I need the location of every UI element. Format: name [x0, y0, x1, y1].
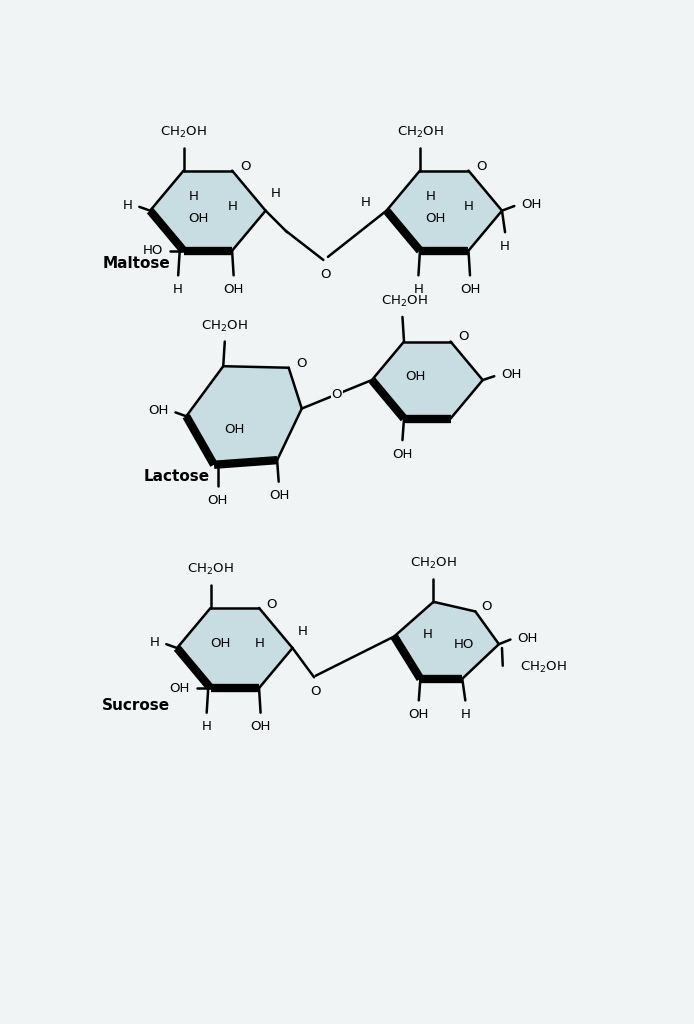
- Text: O: O: [240, 161, 251, 173]
- Text: O: O: [266, 598, 277, 610]
- Text: H: H: [202, 721, 212, 733]
- Text: OH: OH: [169, 682, 189, 694]
- Text: O: O: [332, 388, 342, 400]
- Text: CH$_2$OH: CH$_2$OH: [201, 318, 248, 334]
- Text: O: O: [310, 685, 321, 698]
- Text: Maltose: Maltose: [102, 256, 170, 270]
- Text: H: H: [173, 283, 183, 296]
- Text: H: H: [361, 197, 371, 210]
- Text: OH: OH: [521, 198, 541, 211]
- Text: HO: HO: [142, 244, 163, 257]
- Polygon shape: [177, 608, 293, 688]
- Text: Sucrose: Sucrose: [102, 697, 171, 713]
- Text: OH: OH: [208, 494, 228, 507]
- Text: OH: OH: [269, 489, 289, 503]
- Text: OH: OH: [460, 283, 480, 296]
- Text: O: O: [476, 161, 486, 173]
- Text: H: H: [228, 200, 237, 213]
- Text: H: H: [189, 190, 199, 204]
- Text: H: H: [123, 199, 133, 212]
- Text: O: O: [458, 331, 468, 343]
- Text: CH$_2$OH: CH$_2$OH: [187, 562, 234, 578]
- Text: H: H: [460, 708, 471, 721]
- Text: OH: OH: [149, 404, 169, 418]
- Text: CH$_2$OH: CH$_2$OH: [381, 294, 428, 309]
- Text: H: H: [500, 240, 510, 253]
- Text: H: H: [298, 625, 308, 638]
- Polygon shape: [186, 367, 302, 465]
- Text: H: H: [414, 283, 423, 296]
- Polygon shape: [387, 171, 502, 251]
- Text: H: H: [271, 187, 281, 201]
- Text: OH: OH: [409, 708, 429, 721]
- Text: OH: OH: [225, 423, 245, 436]
- Text: CH$_2$OH: CH$_2$OH: [397, 125, 443, 140]
- Text: OH: OH: [425, 212, 445, 225]
- Text: Lactose: Lactose: [144, 469, 210, 483]
- Text: CH$_2$OH: CH$_2$OH: [520, 659, 567, 675]
- Text: H: H: [150, 636, 160, 649]
- Text: OH: OH: [392, 447, 413, 461]
- Text: H: H: [255, 637, 264, 650]
- Text: H: H: [464, 200, 474, 213]
- Polygon shape: [394, 602, 499, 679]
- Polygon shape: [150, 171, 266, 251]
- Text: OH: OH: [405, 370, 426, 383]
- Text: O: O: [296, 356, 307, 370]
- Text: OH: OH: [211, 637, 231, 650]
- Text: HO: HO: [453, 638, 474, 650]
- Text: OH: OH: [501, 369, 522, 381]
- Text: OH: OH: [223, 283, 244, 296]
- Text: O: O: [482, 600, 492, 613]
- Text: OH: OH: [517, 632, 538, 644]
- Text: O: O: [321, 268, 331, 282]
- Text: H: H: [423, 628, 432, 641]
- Text: OH: OH: [251, 721, 271, 733]
- Text: OH: OH: [188, 212, 209, 225]
- Text: CH$_2$OH: CH$_2$OH: [160, 125, 207, 140]
- Text: H: H: [425, 190, 435, 204]
- Text: CH$_2$OH: CH$_2$OH: [410, 556, 457, 571]
- Polygon shape: [372, 342, 483, 419]
